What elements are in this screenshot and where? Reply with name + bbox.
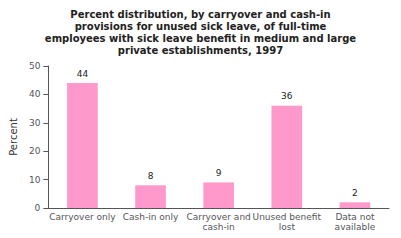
svg-text:lost: lost	[279, 222, 296, 232]
svg-text:Percent distribution, by carry: Percent distribution, by carryover and c…	[70, 9, 330, 20]
svg-text:36: 36	[281, 91, 293, 101]
svg-text:40: 40	[29, 89, 41, 99]
svg-text:8: 8	[148, 171, 154, 181]
svg-text:0: 0	[35, 203, 41, 213]
svg-text:20: 20	[29, 146, 41, 156]
svg-text:50: 50	[29, 61, 41, 71]
svg-text:10: 10	[29, 175, 41, 185]
svg-text:Carryover and: Carryover and	[187, 212, 251, 222]
svg-text:2: 2	[352, 188, 358, 198]
svg-text:cash-in: cash-in	[203, 222, 235, 232]
svg-text:Unused benefit: Unused benefit	[253, 212, 322, 222]
svg-text:employees with sick leave bene: employees with sick leave benefit in med…	[45, 33, 357, 44]
svg-text:Data not: Data not	[335, 212, 375, 222]
svg-text:9: 9	[216, 168, 222, 178]
svg-text:30: 30	[29, 118, 41, 128]
svg-text:Cash-in only: Cash-in only	[123, 212, 179, 222]
svg-text:Percent: Percent	[8, 118, 19, 156]
svg-text:44: 44	[77, 69, 89, 79]
svg-text:available: available	[335, 222, 376, 232]
svg-text:Carryover only: Carryover only	[49, 212, 116, 222]
svg-text:private establishments, 1997: private establishments, 1997	[118, 45, 283, 56]
svg-text:provisions for unused sick lea: provisions for unused sick leave, of ful…	[75, 21, 327, 32]
